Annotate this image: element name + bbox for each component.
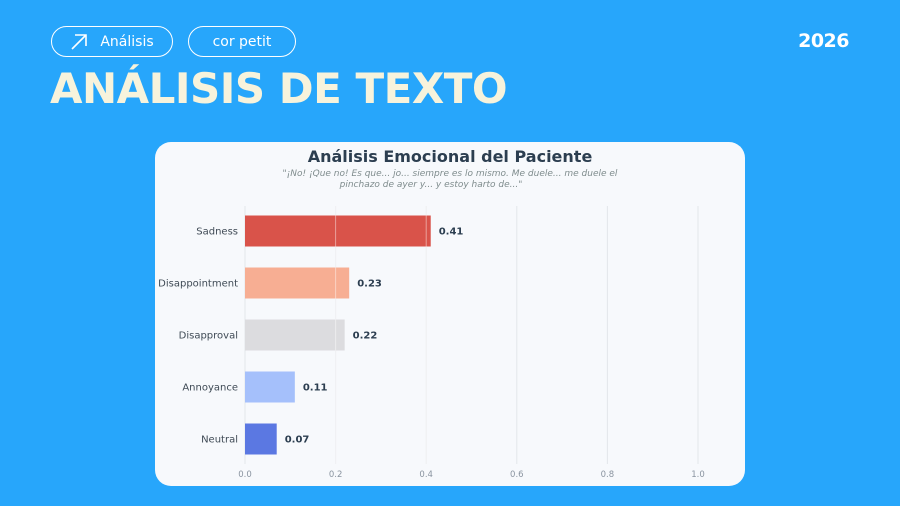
bar-disappointment — [245, 267, 350, 299]
x-tick-label: 0.4 — [419, 470, 433, 480]
chart-subtitle-line-1: "¡No! ¡Que no! Es que... jo... siempre e… — [283, 169, 618, 179]
chart-subtitle-line-2: pinchazo de ayer y... y estoy harto de..… — [339, 180, 523, 190]
x-tick-label: 0.6 — [510, 470, 524, 480]
value-label: 0.41 — [439, 227, 464, 238]
cor-petit-pill-label: cor petit — [212, 33, 272, 50]
category-label: Neutral — [201, 435, 238, 446]
cor-petit-pill-button[interactable]: cor petit — [188, 26, 296, 57]
year-label: 2026 — [798, 30, 849, 52]
value-label: 0.22 — [353, 331, 378, 342]
bar-annoyance — [245, 371, 295, 403]
page-title: ANÁLISIS DE TEXTO — [50, 64, 508, 113]
category-label: Disapproval — [179, 331, 238, 342]
arrow-up-right-icon — [71, 33, 88, 50]
x-tick-label: 0.2 — [329, 470, 343, 480]
bar-sadness — [245, 215, 431, 247]
category-label: Disappointment — [158, 279, 238, 290]
value-label: 0.11 — [303, 383, 328, 394]
category-label: Sadness — [196, 227, 238, 238]
bar-neutral — [245, 423, 277, 455]
emotion-bar-chart: Análisis Emocional del Paciente "¡No! ¡Q… — [158, 147, 705, 480]
x-tick-label: 1.0 — [691, 470, 705, 480]
value-label: 0.23 — [357, 279, 382, 290]
category-label: Annoyance — [182, 383, 238, 394]
value-label: 0.07 — [285, 435, 310, 446]
x-tick-label: 0.8 — [601, 470, 615, 480]
analisis-pill-button[interactable]: Análisis — [51, 26, 173, 57]
chart-card: Análisis Emocional del Paciente "¡No! ¡Q… — [155, 142, 745, 486]
chart-title: Análisis Emocional del Paciente — [308, 147, 593, 166]
analisis-pill-label: Análisis — [100, 33, 154, 50]
bar-disapproval — [245, 319, 345, 351]
x-tick-label: 0.0 — [238, 470, 252, 480]
